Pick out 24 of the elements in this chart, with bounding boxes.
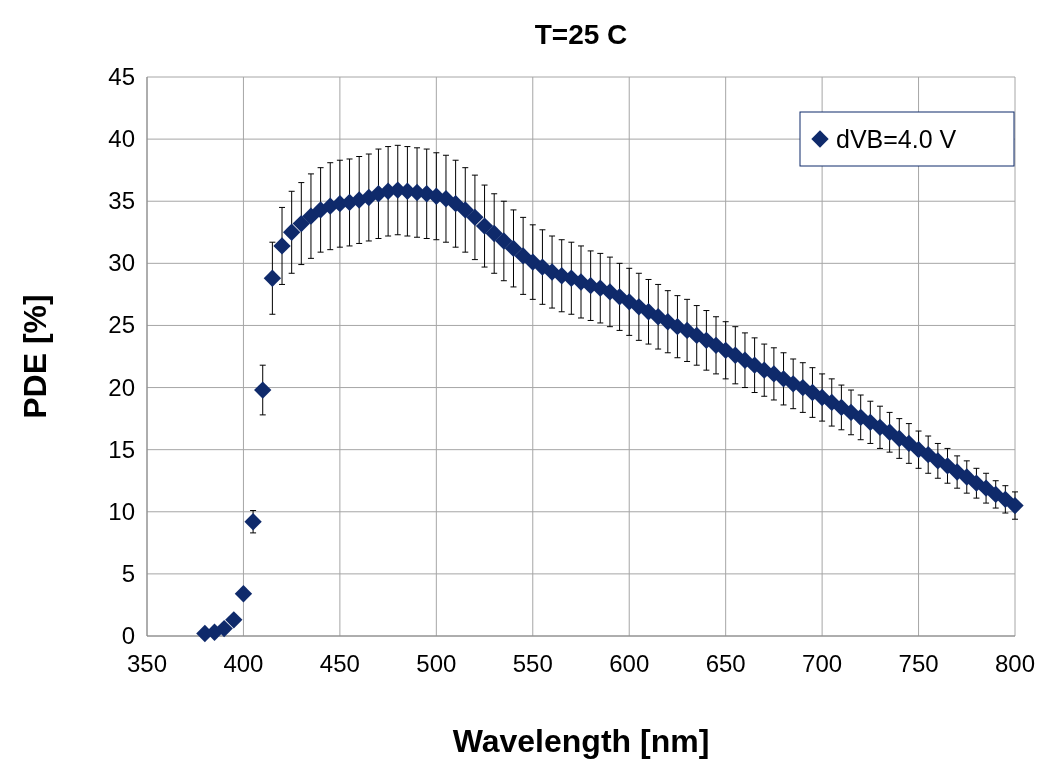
y-tick-label: 0 [121,622,135,649]
x-tick-label: 800 [994,650,1036,677]
y-axis-title: PDE [%] [17,294,53,419]
x-tick-label: 500 [416,650,457,677]
y-tick-label: 10 [108,497,135,525]
y-tick-label: 40 [108,125,135,153]
y-tick-label: 20 [108,373,135,401]
y-tick-label: 35 [108,187,135,215]
x-tick-label: 700 [802,650,843,677]
x-axis-title: Wavelength [nm] [452,723,710,759]
y-tick-label: 25 [108,311,135,339]
x-tick-label: 350 [126,650,168,677]
legend-label: dVB=4.0 V [836,125,957,153]
y-tick-label: 5 [121,559,135,587]
x-tick-label: 400 [223,650,264,677]
y-tick-label: 15 [108,435,135,463]
x-tick-label: 750 [898,650,939,677]
y-tick-label: 30 [108,249,135,277]
x-tick-label: 600 [609,650,650,677]
y-tick-label: 45 [108,63,135,90]
x-tick-label: 450 [319,650,360,677]
x-tick-label: 550 [512,650,553,677]
x-tick-label: 650 [705,650,746,677]
chart-title: T=25 C [534,19,628,50]
